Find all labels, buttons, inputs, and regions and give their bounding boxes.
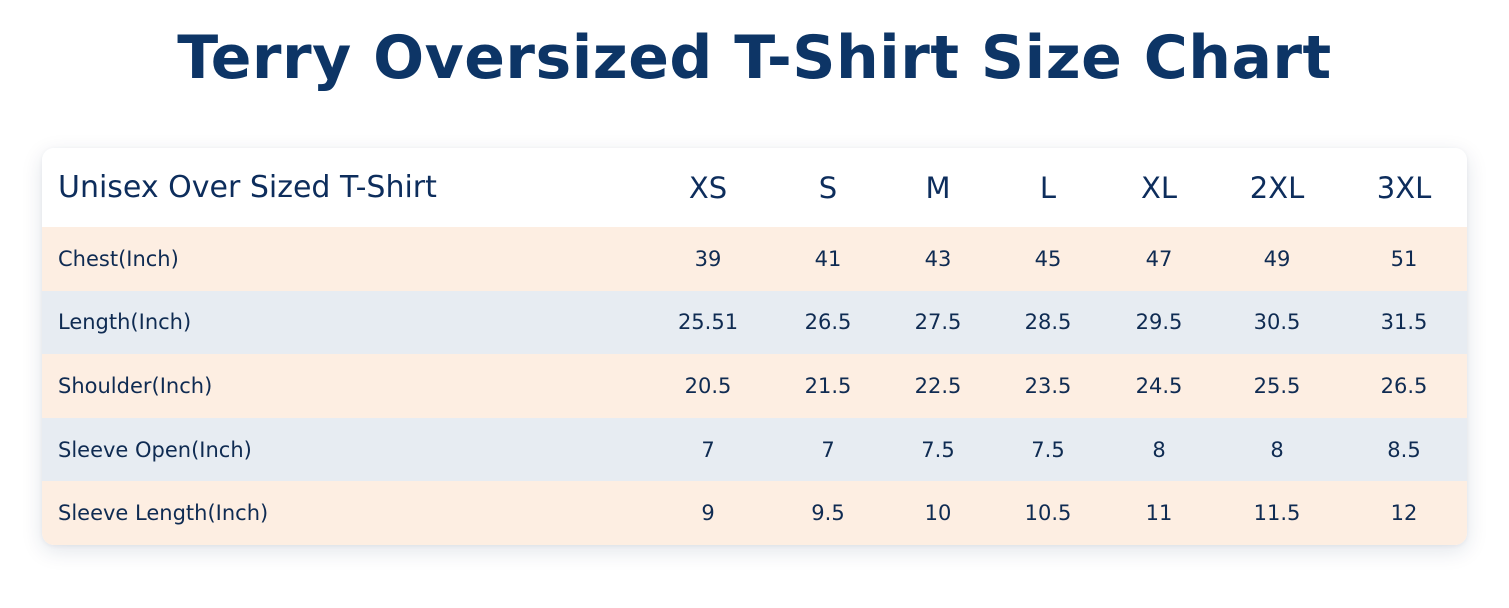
table-header-row: Unisex Over Sized T-Shirt XS S M L XL 2X… [42,148,1467,227]
table-row-shoulder: Shoulder(Inch) 20.5 21.5 22.5 23.5 24.5 … [42,354,1467,418]
page-title: Terry Oversized T-Shirt Size Chart [177,23,1332,93]
table-cell: 22.5 [914,373,962,398]
table-row-sleeve-length: Sleeve Length(Inch) 9 9.5 10 10.5 11 11.… [42,481,1467,545]
table-cell: 28.5 [1024,310,1072,335]
row-label: Shoulder(Inch) [58,373,213,398]
table-cell: 27.5 [914,310,962,335]
table-cell: 7.5 [1031,437,1065,462]
table-cell: 8 [1270,437,1284,462]
table-cell: 26.5 [1380,373,1428,398]
table-cell: 45 [1034,246,1062,271]
table-cell: 30.5 [1253,310,1301,335]
size-header-3xl: 3XL [1376,170,1432,205]
table-row-length: Length(Inch) 25.51 26.5 27.5 28.5 29.5 3… [42,290,1467,355]
row-label: Sleeve Open(Inch) [58,437,252,462]
size-header-l: L [1039,170,1057,205]
table-cell: 9.5 [811,501,845,526]
table-cell: 7 [701,437,715,462]
row-label: Length(Inch) [58,310,192,335]
table-row-sleeve-open: Sleeve Open(Inch) 7 7 7.5 7.5 8 8 8.5 [42,417,1467,482]
table-cell: 20.5 [684,373,732,398]
table-cell: 43 [924,246,952,271]
table-cell: 10 [924,501,952,526]
table-cell: 11.5 [1253,501,1301,526]
table-cell: 12 [1390,501,1418,526]
table-cell: 25.5 [1253,373,1301,398]
table-cell: 8 [1152,437,1166,462]
row-label: Chest(Inch) [58,246,179,271]
table-cell: 26.5 [804,310,852,335]
table-cell: 11 [1145,501,1173,526]
table-row-chest: Chest(Inch) 39 41 43 45 47 49 51 [42,227,1467,291]
size-header-s: S [818,170,838,205]
table-cell: 23.5 [1024,373,1072,398]
table-cell: 24.5 [1135,373,1183,398]
size-header-xs: XS [688,170,728,205]
size-chart-table: Unisex Over Sized T-Shirt XS S M L XL 2X… [42,148,1467,545]
table-cell: 39 [694,246,722,271]
table-cell: 31.5 [1380,310,1428,335]
table-cell: 25.51 [677,310,739,335]
table-cell: 7.5 [921,437,955,462]
table-cell: 8.5 [1387,437,1421,462]
table-cell: 21.5 [804,373,852,398]
table-cell: 7 [821,437,835,462]
row-label: Sleeve Length(Inch) [58,501,269,526]
size-header-2xl: 2XL [1249,170,1305,205]
header-label: Unisex Over Sized T-Shirt [58,170,437,205]
table-cell: 41 [814,246,842,271]
table-cell: 29.5 [1135,310,1183,335]
table-cell: 47 [1145,246,1173,271]
table-cell: 9 [701,501,715,526]
table-cell: 49 [1263,246,1291,271]
table-cell: 51 [1390,246,1418,271]
size-header-xl: XL [1140,170,1178,205]
size-header-m: M [925,170,951,205]
table-cell: 10.5 [1024,501,1072,526]
